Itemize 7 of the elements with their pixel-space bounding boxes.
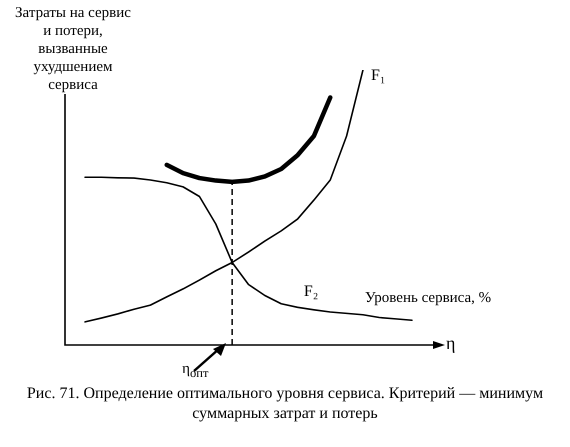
text: Рис. 71. Определение оптимального уровня сервиса. Критерий — минимум суммарных затрат и потерь xyxy=(26,384,544,424)
series-label: F₂ xyxy=(304,283,318,300)
text: η$_{опт}$ xyxy=(182,361,208,381)
x-axis-title: Уровень сервиса, % xyxy=(365,290,492,307)
series-label: F₁ xyxy=(370,67,386,84)
text: η xyxy=(446,333,456,354)
y-axis-title: Затраты на сервис и потери, вызванные ухудшением сервиса xyxy=(3,4,143,94)
